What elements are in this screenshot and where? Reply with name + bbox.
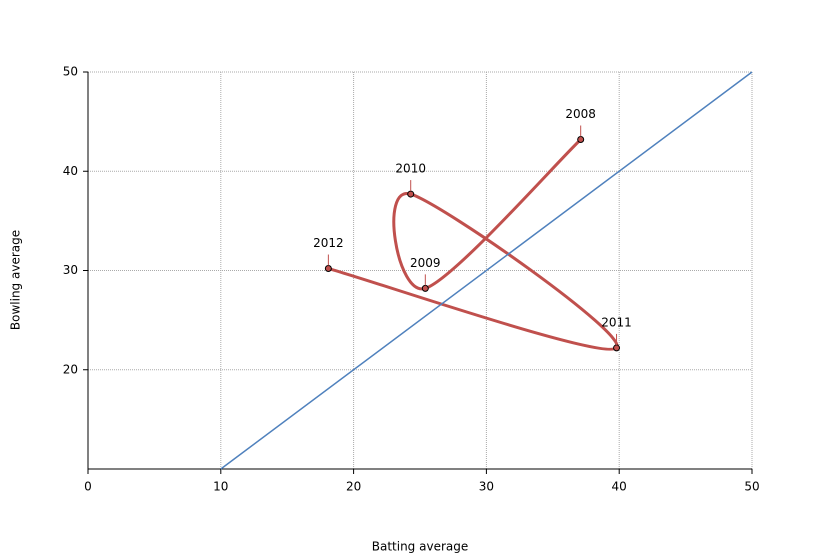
point (577, 135, 585, 143)
x-axis-title: Batting average (372, 540, 469, 554)
point-label: 2010 (395, 162, 426, 176)
point (613, 344, 621, 352)
y-tick-label: 20 (63, 362, 78, 376)
point-label: 2008 (565, 107, 596, 121)
point (407, 190, 415, 198)
x-tick-label: 40 (612, 480, 627, 494)
y-tick-label: 40 (63, 164, 78, 178)
point-label: 2012 (313, 236, 344, 250)
y-tick-label: 50 (63, 65, 78, 79)
x-tick-label: 20 (346, 480, 361, 494)
point-label: 2009 (410, 256, 441, 270)
x-tick-label: 0 (84, 480, 92, 494)
y-tick-label: 30 (63, 263, 78, 277)
x-tick-label: 10 (213, 480, 228, 494)
x-tick-label: 30 (479, 480, 494, 494)
point (324, 265, 332, 273)
series-line (327, 138, 619, 351)
x-tick-label: 50 (744, 480, 759, 494)
point-label: 2011 (601, 315, 632, 329)
point (421, 284, 429, 292)
series-line (220, 71, 753, 470)
y-axis-title: Bowling average (9, 230, 23, 330)
